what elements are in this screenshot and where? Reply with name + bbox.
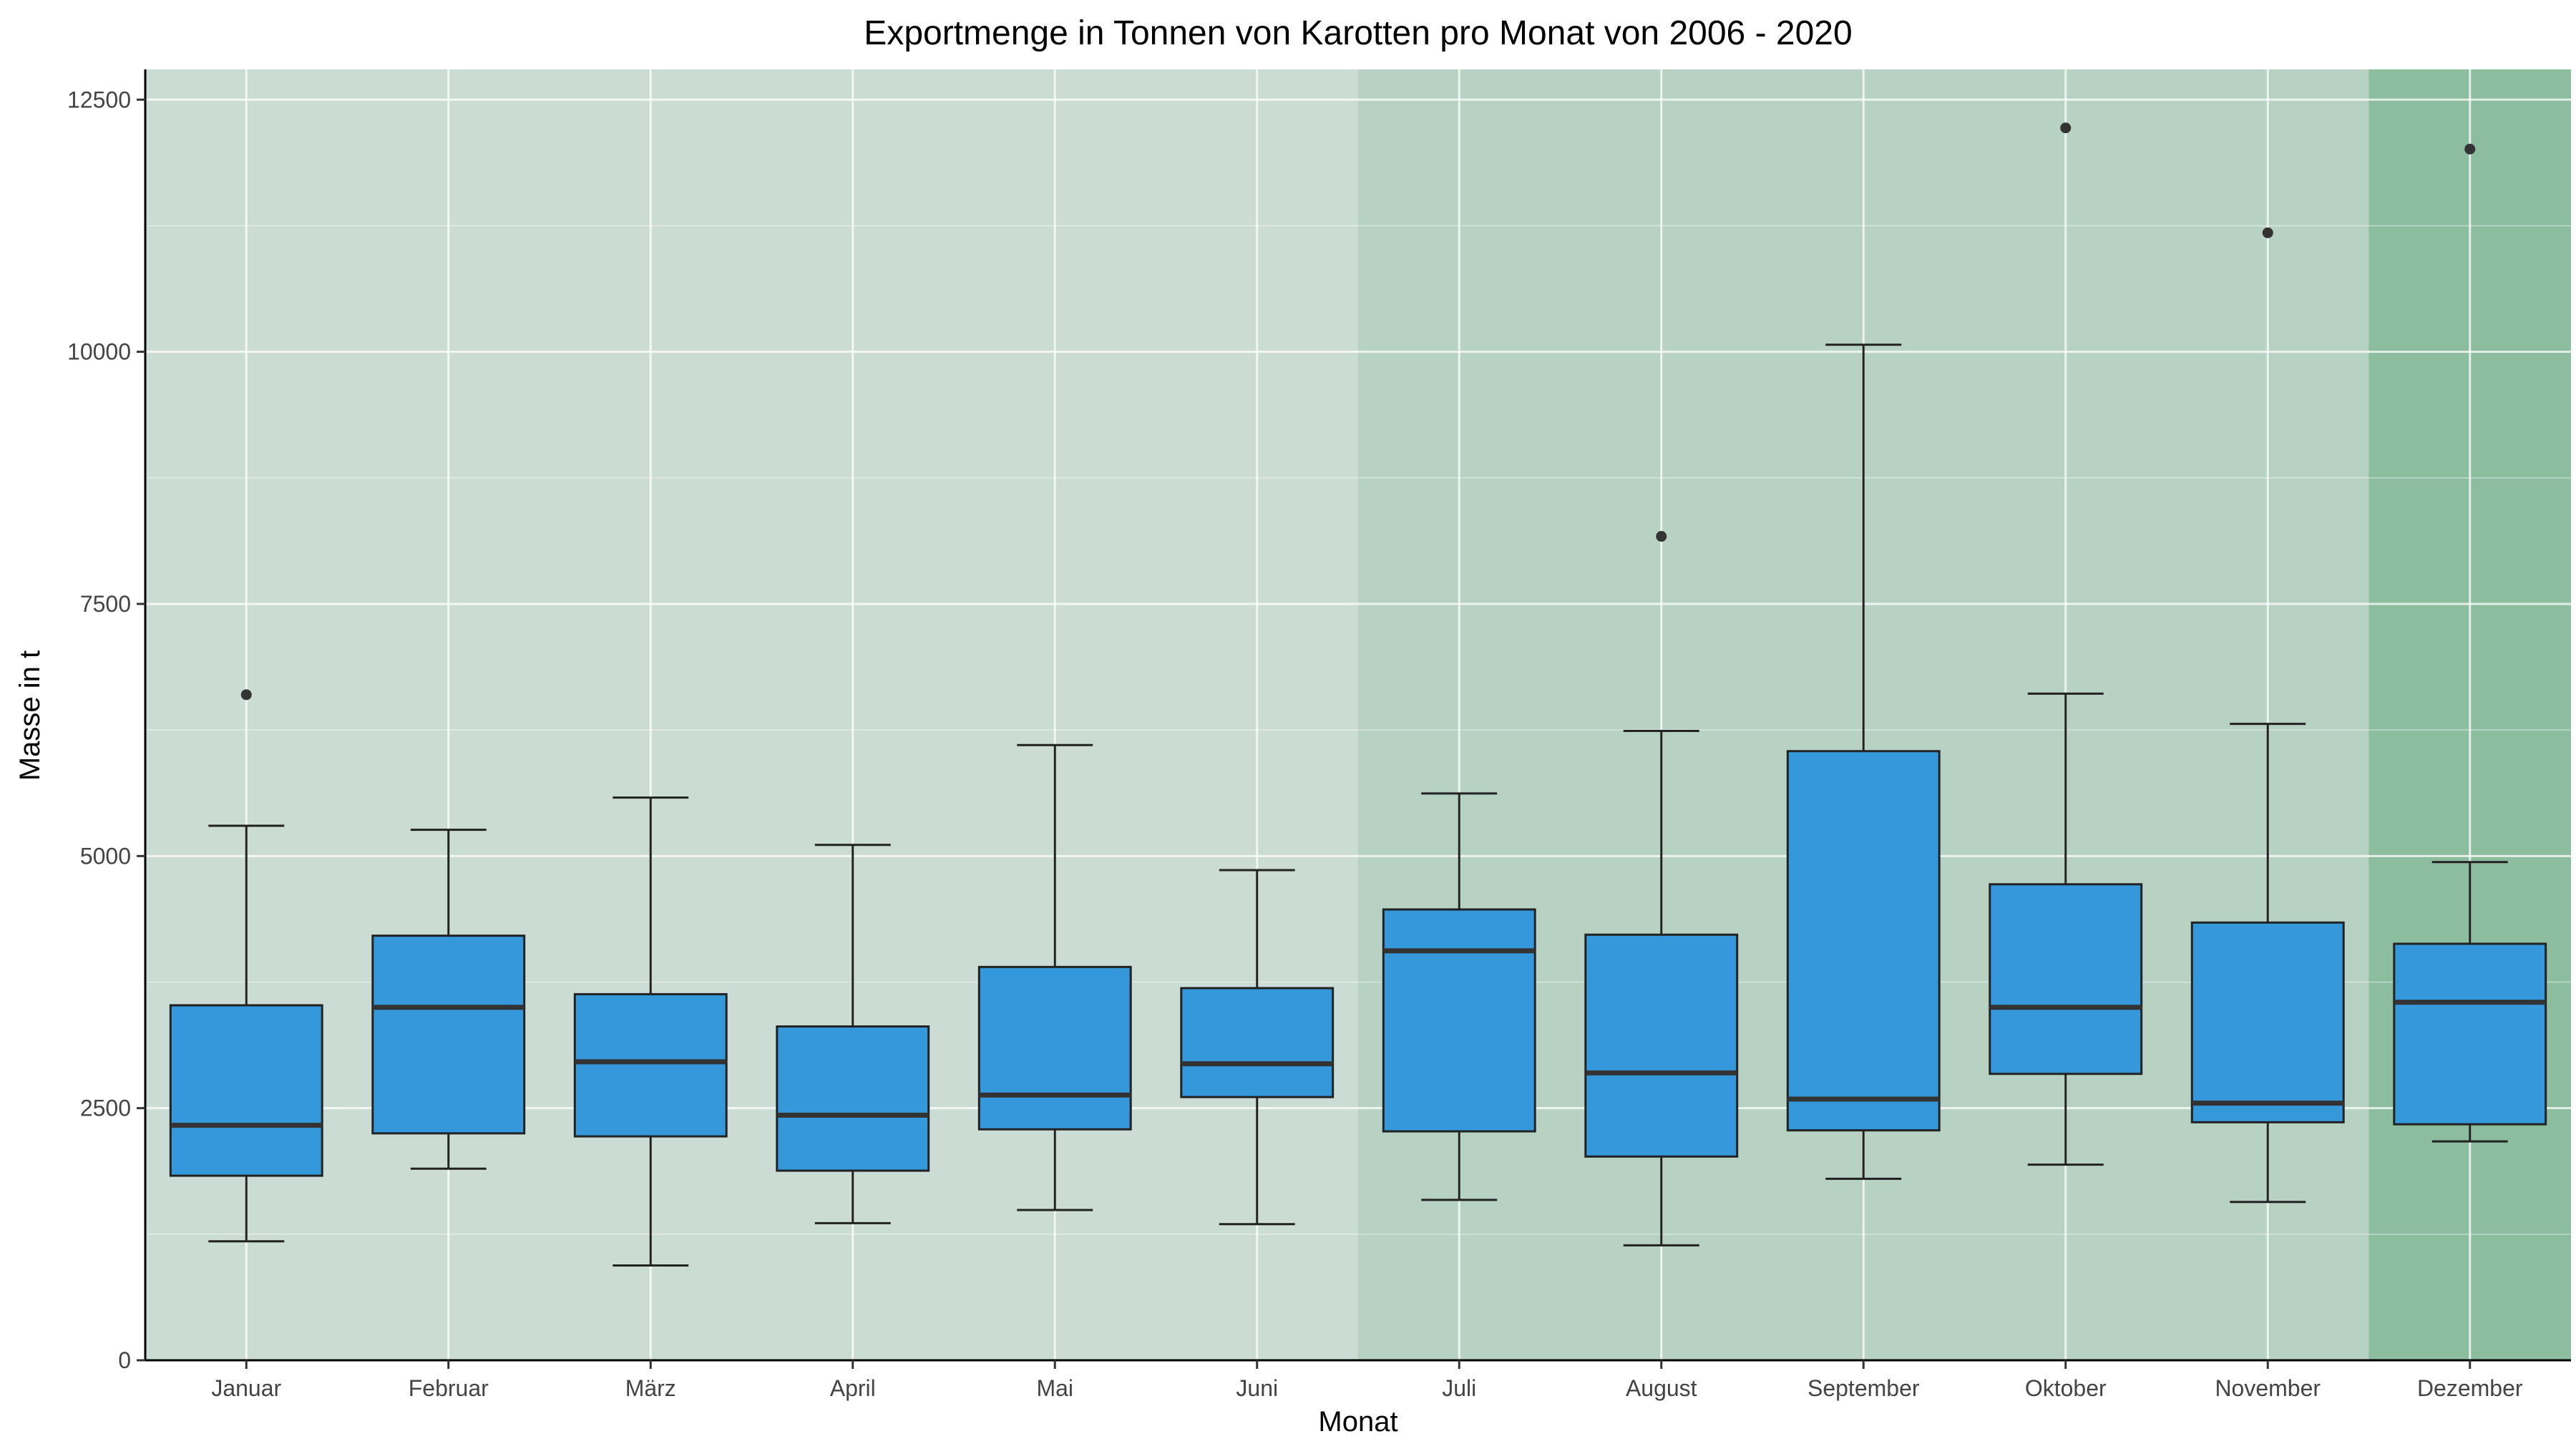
box-iqr [1989, 883, 2143, 1075]
x-tick-label: September [1807, 1375, 1920, 1401]
box-series [169, 122, 2547, 1267]
chart-title: Exportmenge in Tonnen von Karotten pro M… [864, 14, 1852, 52]
x-tick-label: Juni [1236, 1375, 1278, 1401]
box-iqr [977, 965, 1132, 1131]
box-September [1786, 343, 1941, 1180]
box-Mai [977, 743, 1132, 1211]
x-ticks: Januar Februar März April Mai Juni Juli August S… [211, 1360, 2523, 1401]
box-April [776, 844, 930, 1224]
y-tick-label: 2500 [80, 1096, 131, 1121]
box-iqr [169, 1004, 323, 1177]
y-tick-label: 10000 [67, 339, 131, 365]
y-axis-title: Masse in t [14, 650, 46, 781]
y-tick-label: 0 [118, 1347, 131, 1373]
x-tick-label: August [1626, 1375, 1697, 1401]
box-Oktober [1989, 122, 2143, 1166]
x-tick-label: Januar [211, 1375, 281, 1401]
outlier-point [240, 689, 252, 701]
y-ticks: 0 2500 5000 7500 10000 12500 [67, 87, 145, 1373]
box-iqr [776, 1025, 930, 1172]
box-März [573, 796, 728, 1267]
box-Juli [1382, 792, 1536, 1201]
box-iqr [371, 935, 526, 1135]
y-tick-label: 7500 [80, 591, 131, 617]
x-axis-title: Monat [1318, 1406, 1397, 1438]
x-tick-label: April [830, 1375, 876, 1401]
box-November [2190, 227, 2345, 1204]
box-August [1584, 531, 1739, 1246]
box-iqr [1180, 987, 1335, 1098]
background-band-1 [145, 69, 1358, 1360]
x-tick-label: Mai [1036, 1375, 1073, 1401]
outlier-point [2262, 227, 2273, 238]
outlier-point [1656, 531, 1667, 542]
box-Februar [371, 829, 526, 1170]
outlier-point [2464, 143, 2476, 155]
box-iqr [2393, 942, 2547, 1126]
box-iqr [1786, 750, 1941, 1132]
x-tick-label: Dezember [2417, 1375, 2523, 1401]
box-iqr [1584, 933, 1739, 1158]
box-Januar [169, 689, 323, 1243]
x-tick-label: November [2215, 1375, 2321, 1401]
background-bands [145, 69, 2571, 1360]
x-tick-label: Februar [409, 1375, 489, 1401]
box-iqr [2190, 921, 2345, 1123]
axes [144, 69, 2571, 1362]
x-tick-label: Oktober [2025, 1375, 2107, 1401]
box-iqr [573, 992, 728, 1138]
box-Dezember [2393, 143, 2547, 1143]
box-Juni [1180, 869, 1335, 1226]
x-tick-label: Juli [1442, 1375, 1476, 1401]
y-tick-label: 5000 [80, 843, 131, 869]
x-tick-label: März [625, 1375, 676, 1401]
y-tick-label: 12500 [67, 87, 131, 112]
box-iqr [1382, 908, 1536, 1133]
outlier-point [2060, 122, 2072, 134]
